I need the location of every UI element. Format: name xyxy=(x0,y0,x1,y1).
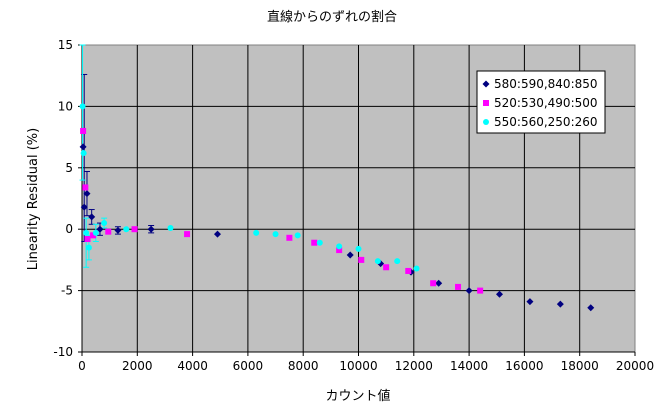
data-point-series-2 xyxy=(430,280,437,287)
chart-title: 直線からのずれの割合 xyxy=(267,9,397,25)
data-point-series-3 xyxy=(294,232,301,239)
data-point-series-3 xyxy=(336,243,343,250)
data-point-series-2 xyxy=(286,234,293,241)
data-point-series-2 xyxy=(383,264,390,271)
data-point-series-3 xyxy=(413,265,420,272)
data-point-series-2 xyxy=(90,232,97,239)
data-point-series-2 xyxy=(105,228,112,235)
data-point-series-3 xyxy=(374,258,381,265)
y-tick-label: 0 xyxy=(65,222,73,236)
data-point-series-2 xyxy=(477,287,484,294)
data-point-series-1 xyxy=(346,251,354,259)
y-axis-title: Linearity Residual (%) xyxy=(26,128,41,270)
x-axis-title: カウント値 xyxy=(325,388,390,404)
data-point-series-1 xyxy=(79,143,87,151)
data-point-series-1 xyxy=(80,203,88,211)
data-point-series-1 xyxy=(88,213,96,221)
x-tick-label: 18000 xyxy=(561,359,599,373)
data-point-series-3 xyxy=(394,258,401,265)
data-point-series-1 xyxy=(96,225,104,233)
x-tick-label: 8000 xyxy=(288,359,319,373)
data-point-series-1 xyxy=(587,304,595,312)
data-point-series-2 xyxy=(455,283,462,290)
data-point-series-3 xyxy=(83,229,90,236)
data-point-series-3 xyxy=(92,229,99,236)
y-tick-label: 10 xyxy=(58,99,73,113)
data-point-series-3 xyxy=(79,103,86,110)
x-tick-label: 14000 xyxy=(450,359,488,373)
y-tick-label: -10 xyxy=(53,345,73,359)
data-point-series-3 xyxy=(253,229,260,236)
data-point-series-1 xyxy=(526,298,534,306)
data-point-series-2 xyxy=(84,236,91,243)
data-point-series-2 xyxy=(80,127,87,134)
data-points xyxy=(79,103,595,312)
legend-marker-3 xyxy=(483,119,489,125)
data-point-series-3 xyxy=(355,245,362,252)
x-tick-label: 0 xyxy=(78,359,86,373)
legend-marker-1 xyxy=(482,80,490,88)
y-tick-label: 15 xyxy=(58,38,73,52)
data-point-series-2 xyxy=(184,231,191,238)
data-point-series-1 xyxy=(213,230,221,238)
data-point-series-1 xyxy=(556,300,564,308)
data-point-series-3 xyxy=(167,224,174,231)
x-tick-label: 6000 xyxy=(233,359,264,373)
data-point-series-3 xyxy=(101,220,108,227)
data-point-series-3 xyxy=(123,226,130,233)
legend-label-2: 520:530,490:500 xyxy=(494,96,598,110)
data-point-series-3 xyxy=(316,239,323,246)
legend-marker-2 xyxy=(483,100,489,106)
data-point-series-2 xyxy=(405,267,412,274)
data-point-series-3 xyxy=(272,231,279,238)
legend-label-3: 550:560,250:260 xyxy=(494,115,598,129)
x-tick-label: 4000 xyxy=(177,359,208,373)
x-tick-label: 16000 xyxy=(505,359,543,373)
x-tick-label: 12000 xyxy=(395,359,433,373)
x-tick-label: 2000 xyxy=(122,359,153,373)
data-point-series-1 xyxy=(147,225,155,233)
x-tick-label: 20000 xyxy=(616,359,654,373)
data-point-series-2 xyxy=(336,247,343,254)
legend-box xyxy=(476,70,606,134)
data-point-series-1 xyxy=(114,226,122,234)
data-point-series-2 xyxy=(131,226,138,233)
data-point-series-2 xyxy=(358,256,365,263)
data-point-series-2 xyxy=(311,239,318,246)
data-point-series-1 xyxy=(465,287,473,295)
data-point-series-1 xyxy=(83,190,91,198)
data-point-series-3 xyxy=(80,150,87,157)
legend: 580:590,840:850 520:530,490:500 550:560,25… xyxy=(476,70,606,134)
data-point-series-1 xyxy=(435,279,443,287)
y-tick-label: -5 xyxy=(61,284,73,298)
data-point-series-3 xyxy=(85,244,92,251)
y-tick-label: 5 xyxy=(65,161,73,175)
data-point-series-2 xyxy=(82,184,89,191)
data-point-series-1 xyxy=(496,290,504,298)
legend-label-1: 580:590,840:850 xyxy=(494,77,598,91)
axis-ticks: 0 2000 4000 6000 8000 10000 12000 14000 16000 180… xyxy=(53,38,654,373)
x-tick-label: 10000 xyxy=(339,359,377,373)
